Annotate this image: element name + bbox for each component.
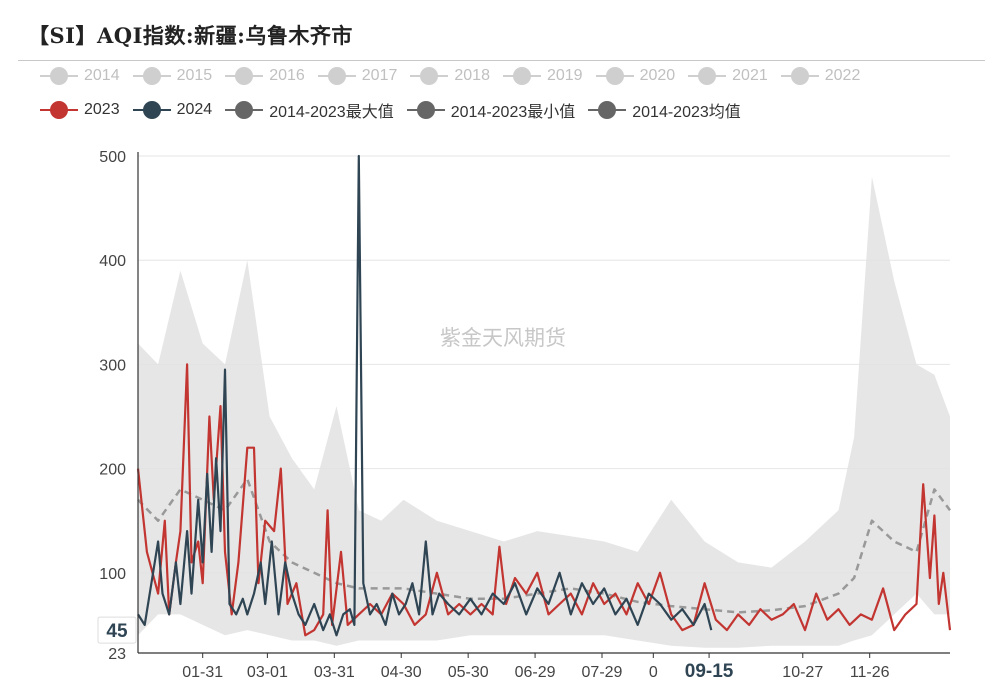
legend-label: 2024: [176, 101, 213, 118]
watermark: 紫金天风期货: [440, 327, 566, 350]
legend-label: 2018: [454, 67, 490, 84]
x-tick-label: 01-31: [182, 664, 223, 681]
x-tick-label: 06-29: [515, 664, 556, 681]
y-tick-label: 400: [99, 253, 126, 270]
y-pointer-label: 45: [106, 621, 128, 642]
x-tick-label: 10-27: [782, 664, 823, 681]
legend-marker-icon: [410, 66, 449, 86]
x-tick-label: 09-15: [685, 661, 734, 682]
legend-marker-icon: [317, 66, 356, 86]
legend-marker-icon: [132, 100, 171, 120]
y-pointer-badge: [97, 616, 137, 644]
range-band-area: [138, 176, 950, 648]
legend-item[interactable]: 2023: [40, 100, 120, 120]
legend-item[interactable]: 2022: [780, 66, 861, 86]
legend-label: 2015: [176, 67, 213, 84]
legend-label: 2020: [639, 67, 676, 84]
legend-item[interactable]: 2014-2023均值: [588, 98, 741, 122]
legend-marker-icon: [588, 100, 627, 120]
y-tick-label: 500: [99, 149, 126, 166]
title-divider: [18, 60, 985, 61]
legend-item[interactable]: 2021: [688, 66, 768, 86]
series-line-2024: [137, 154, 713, 637]
legend-marker-icon: [406, 100, 445, 120]
y-tick-label: 200: [99, 462, 126, 479]
legend-marker-icon: [225, 100, 264, 120]
legend-label: 2016: [269, 67, 305, 84]
legend-marker-icon: [502, 66, 541, 86]
x-tick-label: 05-30: [448, 664, 489, 681]
x-tick-label: 07-29: [582, 664, 623, 681]
legend-label: 2014: [84, 67, 120, 84]
y-tick-label: 23: [108, 646, 126, 663]
legend-label: 2022: [824, 67, 861, 84]
legend-item[interactable]: 2017: [317, 66, 398, 86]
legend-item[interactable]: 2014: [40, 66, 120, 86]
legend-marker-icon: [780, 66, 819, 86]
legend-item[interactable]: 2020: [595, 66, 676, 86]
legend-row-2: 2023 2024 2014-2023最大值 2014-2023最小值 2014-202…: [40, 98, 754, 122]
legend-item[interactable]: 2019: [502, 66, 583, 86]
legend-row-1: 2014 2015 2016 2017 2018 2019 2020 2021 2022: [40, 66, 873, 86]
chart-title: 【SI】AQI指数:新疆:乌鲁木齐市: [28, 23, 353, 48]
y-tick-label: 300: [99, 357, 126, 374]
legend-marker-icon: [595, 66, 634, 86]
legend-item[interactable]: 2015: [132, 66, 213, 86]
legend-item[interactable]: 2024: [132, 100, 213, 120]
x-tick-label: 03-31: [314, 664, 355, 681]
legend-item[interactable]: 2018: [410, 66, 490, 86]
legend-item[interactable]: 2016: [225, 66, 305, 86]
legend-marker-icon: [40, 66, 78, 86]
x-tick-label: 04-30: [381, 664, 422, 681]
legend-label: 2014-2023均值: [632, 104, 741, 121]
legend-label: 2014-2023最大值: [269, 104, 394, 121]
x-tick-label: 0: [649, 664, 658, 681]
legend-item[interactable]: 2014-2023最小值: [406, 98, 576, 122]
legend-item[interactable]: 2014-2023最大值: [225, 98, 394, 122]
legend-marker-icon: [225, 66, 264, 86]
legend-label: 2017: [361, 67, 398, 84]
x-tick-label: 03-01: [247, 664, 288, 681]
legend-label: 2023: [84, 101, 120, 118]
legend-label: 2019: [546, 67, 583, 84]
legend-marker-icon: [40, 100, 78, 120]
x-tick-label: 11-26: [850, 664, 890, 681]
legend-label: 2021: [732, 67, 768, 84]
y-tick-label: 100: [99, 566, 126, 583]
legend-label: 2014-2023最小值: [450, 104, 576, 121]
legend-marker-icon: [132, 66, 171, 86]
legend-marker-icon: [688, 66, 727, 86]
